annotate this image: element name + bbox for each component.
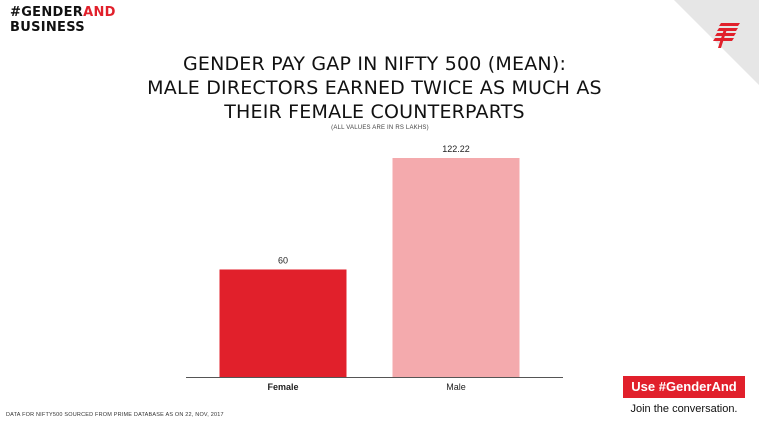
use-genderand-button[interactable]: Use #GenderAnd xyxy=(623,376,745,398)
tick-label-female: Female xyxy=(267,382,298,392)
brand-hashtag: #GENDERAND BUSINESS xyxy=(10,5,116,35)
chart-title-line-2: MALE DIRECTORS EARNED TWICE AS MUCH AS xyxy=(147,77,602,99)
brand-business: BUSINESS xyxy=(10,20,85,35)
join-conversation-text: Join the conversation. xyxy=(630,403,738,415)
chart-title-line-1: GENDER PAY GAP IN NIFTY 500 (MEAN): xyxy=(182,53,567,75)
brand-hashtag-accent: AND xyxy=(83,5,116,20)
chart-title-line-3: THEIR FEMALE COUNTERPARTS xyxy=(224,101,525,123)
data-label-female: 60 xyxy=(278,255,288,265)
data-source-footnote: DATA FOR NIFTY500 SOURCED FROM PRIME DAT… xyxy=(6,412,224,418)
chart-subtitle: (ALL VALUES ARE IN RS LAKHS) xyxy=(331,125,429,131)
bar-male xyxy=(392,158,520,377)
tick-label-male: Male xyxy=(446,382,466,392)
bar-female xyxy=(219,269,347,377)
indian-express-logo-icon xyxy=(674,0,759,85)
data-label-male: 122.22 xyxy=(442,144,470,154)
brand-hashtag-text: #GENDER xyxy=(10,5,84,20)
chart-title: GENDER PAY GAP IN NIFTY 500 (MEAN): MALE… xyxy=(90,52,659,124)
